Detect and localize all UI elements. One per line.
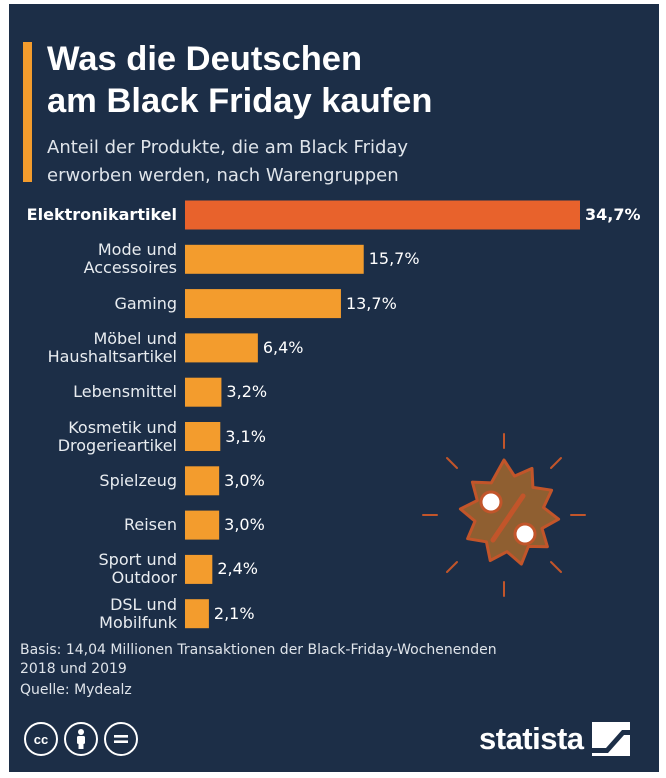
chart-title: Was die Deutschen am Black Friday kaufen (47, 40, 433, 120)
bar (185, 377, 222, 407)
value-label: 34,7% (585, 205, 641, 224)
no-derivatives-icon[interactable] (104, 722, 138, 756)
value-label: 3,1% (225, 426, 266, 446)
creative-commons-icon[interactable]: cc (24, 722, 58, 756)
value-label: 3,0% (224, 470, 265, 490)
category-label: Spielzeug (99, 470, 177, 490)
category-label: DSL und Mobilfunk (99, 594, 177, 632)
bar (185, 510, 220, 540)
category-label: Elektronikartikel (26, 205, 177, 224)
category-label: Sport und Outdoor (98, 550, 177, 588)
value-label: 15,7% (368, 249, 420, 269)
bar (185, 599, 209, 629)
infographic-card: Was die Deutschen am Black Friday kaufen… (9, 4, 659, 772)
source-note: Quelle: Mydealz (20, 682, 132, 698)
value-label: 2,1% (213, 603, 255, 623)
value-label: 13,7% (345, 293, 397, 313)
statista-logo-icon (591, 722, 630, 756)
license-icons: cc (24, 722, 138, 756)
bar (185, 289, 341, 319)
basis-note: Basis: 14,04 Millionen Transaktionen der… (20, 642, 497, 677)
attribution-icon[interactable] (64, 722, 98, 756)
title-accent-bar (23, 42, 32, 182)
value-label: 3,0% (224, 515, 265, 535)
footnote: Basis: 14,04 Millionen Transaktionen der… (20, 641, 580, 700)
category-label: Mode und Accessoires (83, 240, 177, 278)
percent-badge-icon (422, 433, 586, 597)
bar (185, 554, 213, 584)
category-label: Möbel und Haushaltsartikel (47, 328, 177, 366)
category-label: Reisen (123, 515, 177, 535)
chart-subtitle: Anteil der Produkte, die am Black Friday… (47, 137, 409, 186)
value-label: 2,4% (217, 559, 258, 579)
bar (185, 200, 580, 230)
category-label: Gaming (114, 293, 177, 313)
bar (185, 422, 221, 451)
category-label: Kosmetik und Drogerieartikel (57, 417, 177, 455)
value-label: 6,4% (262, 337, 304, 357)
bar (185, 244, 364, 274)
bar (185, 333, 258, 363)
value-label: 3,2% (226, 382, 268, 402)
bar-chart (185, 200, 580, 629)
statista-logo[interactable]: statista (479, 721, 630, 757)
bar (185, 466, 220, 496)
brand-name: statista (479, 721, 584, 756)
category-label: Lebensmittel (73, 382, 177, 402)
